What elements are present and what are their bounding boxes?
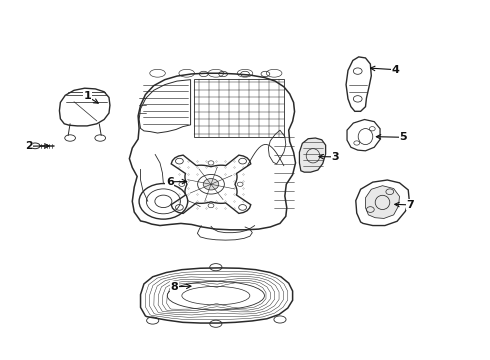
Text: 2: 2 bbox=[25, 141, 33, 151]
Polygon shape bbox=[299, 138, 326, 172]
Text: 6: 6 bbox=[166, 177, 173, 187]
Text: 7: 7 bbox=[406, 200, 414, 210]
Ellipse shape bbox=[203, 179, 219, 190]
Text: 1: 1 bbox=[83, 91, 91, 102]
Text: 4: 4 bbox=[392, 65, 399, 75]
Polygon shape bbox=[366, 186, 399, 219]
Text: 5: 5 bbox=[399, 132, 407, 142]
Text: 3: 3 bbox=[331, 152, 339, 162]
Text: 8: 8 bbox=[171, 282, 178, 292]
